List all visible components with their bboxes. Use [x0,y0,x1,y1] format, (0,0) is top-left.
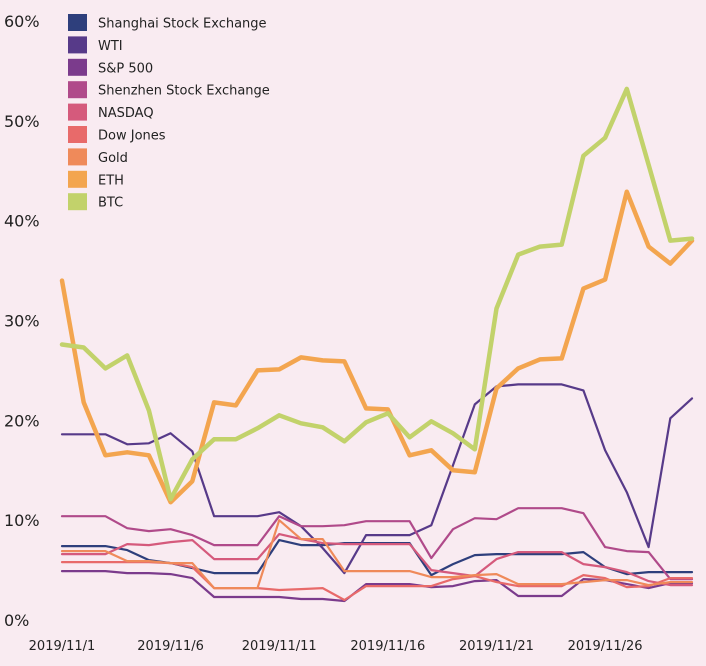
legend-label: Dow Jones [98,129,166,144]
series-line-nasdaq [60,532,694,587]
legend: Shanghai Stock Exchange WTI S&P 500 Shenzhe… [68,14,270,211]
x-tick-label: 2019/11/16 [350,639,425,654]
series-line-gold [60,519,694,590]
y-tick-label: 0% [4,611,29,630]
series-line-btc [59,86,695,502]
y-tick-label: 10% [4,511,40,530]
series-line-shenzhen-stock-exchange [60,507,694,581]
legend-swatch [68,193,87,211]
x-tick-label: 2019/11/11 [242,639,317,654]
x-axis-ticks: 2019/11/1 2019/11/6 2019/11/11 2019/11/16 20… [29,639,643,654]
legend-label: Shenzhen Stock Exchange [98,84,270,99]
legend-swatch [68,126,87,143]
x-tick-label: 2019/11/26 [568,639,643,654]
legend-label: Shanghai Stock Exchange [98,17,267,32]
series-line-eth [59,189,695,505]
y-axis-ticks: 0% 10% 20% 30% 40% 50% 60% [4,12,40,630]
legend-swatch [68,148,87,166]
series-lines [59,86,695,603]
legend-label: ETH [98,173,124,188]
y-tick-label: 60% [4,12,40,31]
y-tick-label: 30% [4,312,40,331]
legend-swatch [68,14,87,31]
y-tick-label: 20% [4,411,40,430]
x-tick-label: 2019/11/1 [29,639,96,654]
legend-swatch [68,103,87,121]
legend-label: S&P 500 [98,61,153,76]
legend-label: BTC [98,196,123,211]
legend-swatch [68,81,87,99]
series-line-shanghai-stock-exchange [60,538,694,577]
y-tick-label: 40% [4,212,40,231]
x-tick-label: 2019/11/6 [137,639,204,654]
legend-swatch [68,58,87,76]
series-line-wti [60,383,694,575]
y-tick-label: 50% [4,112,40,131]
legend-label: WTI [98,39,123,54]
legend-label: Gold [98,151,128,166]
series-line-s-p-500 [60,569,694,603]
legend-label: NASDAQ [98,106,154,121]
x-tick-label: 2019/11/21 [459,639,534,654]
legend-swatch [68,170,87,188]
legend-swatch [68,36,87,54]
